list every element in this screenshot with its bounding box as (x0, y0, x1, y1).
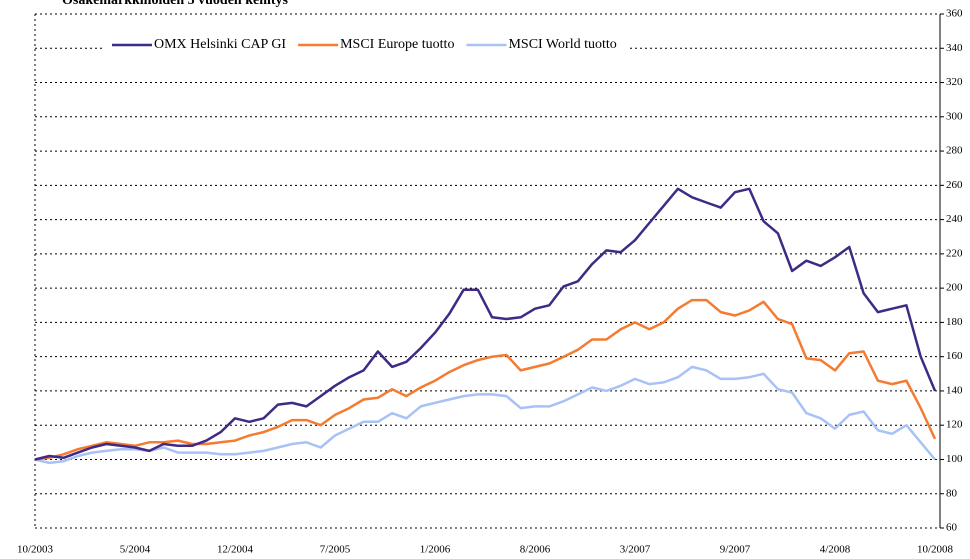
x-tick-label: 7/2005 (320, 544, 351, 556)
y-tick-label: 300 (946, 110, 963, 122)
series-line (34, 365, 936, 465)
y-tick-label: 240 (946, 213, 963, 225)
y-tick-label: 60 (946, 522, 958, 534)
y-tick-label: 100 (946, 453, 963, 465)
y-tick-label: 320 (946, 76, 963, 88)
x-tick-label: 10/2003 (17, 544, 54, 556)
x-tick-label: 4/2008 (820, 544, 851, 556)
chart-title: Osakemarkkinoiden 5 vuoden kehitys (62, 0, 289, 8)
x-tick-label: 3/2007 (620, 544, 651, 556)
legend-label: OMX Helsinki CAP GI (154, 37, 286, 52)
x-tick-label: 12/2004 (217, 544, 254, 556)
y-tick-label: 80 (946, 487, 958, 499)
x-tick-label: 1/2006 (420, 544, 451, 556)
series-line (34, 298, 937, 461)
y-tick-label: 140 (946, 384, 963, 396)
x-tick-label: 10/2008 (917, 544, 954, 556)
legend-box (105, 35, 629, 55)
legend-label: MSCI World tuotto (508, 37, 616, 52)
y-tick-label: 180 (946, 316, 963, 328)
x-tick-label: 5/2004 (120, 544, 151, 556)
y-tick-label: 220 (946, 247, 963, 259)
y-tick-label: 260 (946, 179, 963, 191)
y-tick-label: 340 (946, 42, 963, 54)
y-tick-label: 160 (946, 350, 963, 362)
y-tick-label: 120 (946, 419, 963, 431)
y-tick-label: 360 (946, 8, 963, 20)
series-line (34, 187, 937, 461)
x-tick-label: 8/2006 (520, 544, 551, 556)
legend-label: MSCI Europe tuotto (340, 37, 454, 52)
x-tick-label: 9/2007 (720, 544, 751, 556)
y-tick-label: 280 (946, 145, 963, 157)
y-tick-label: 200 (946, 282, 963, 294)
